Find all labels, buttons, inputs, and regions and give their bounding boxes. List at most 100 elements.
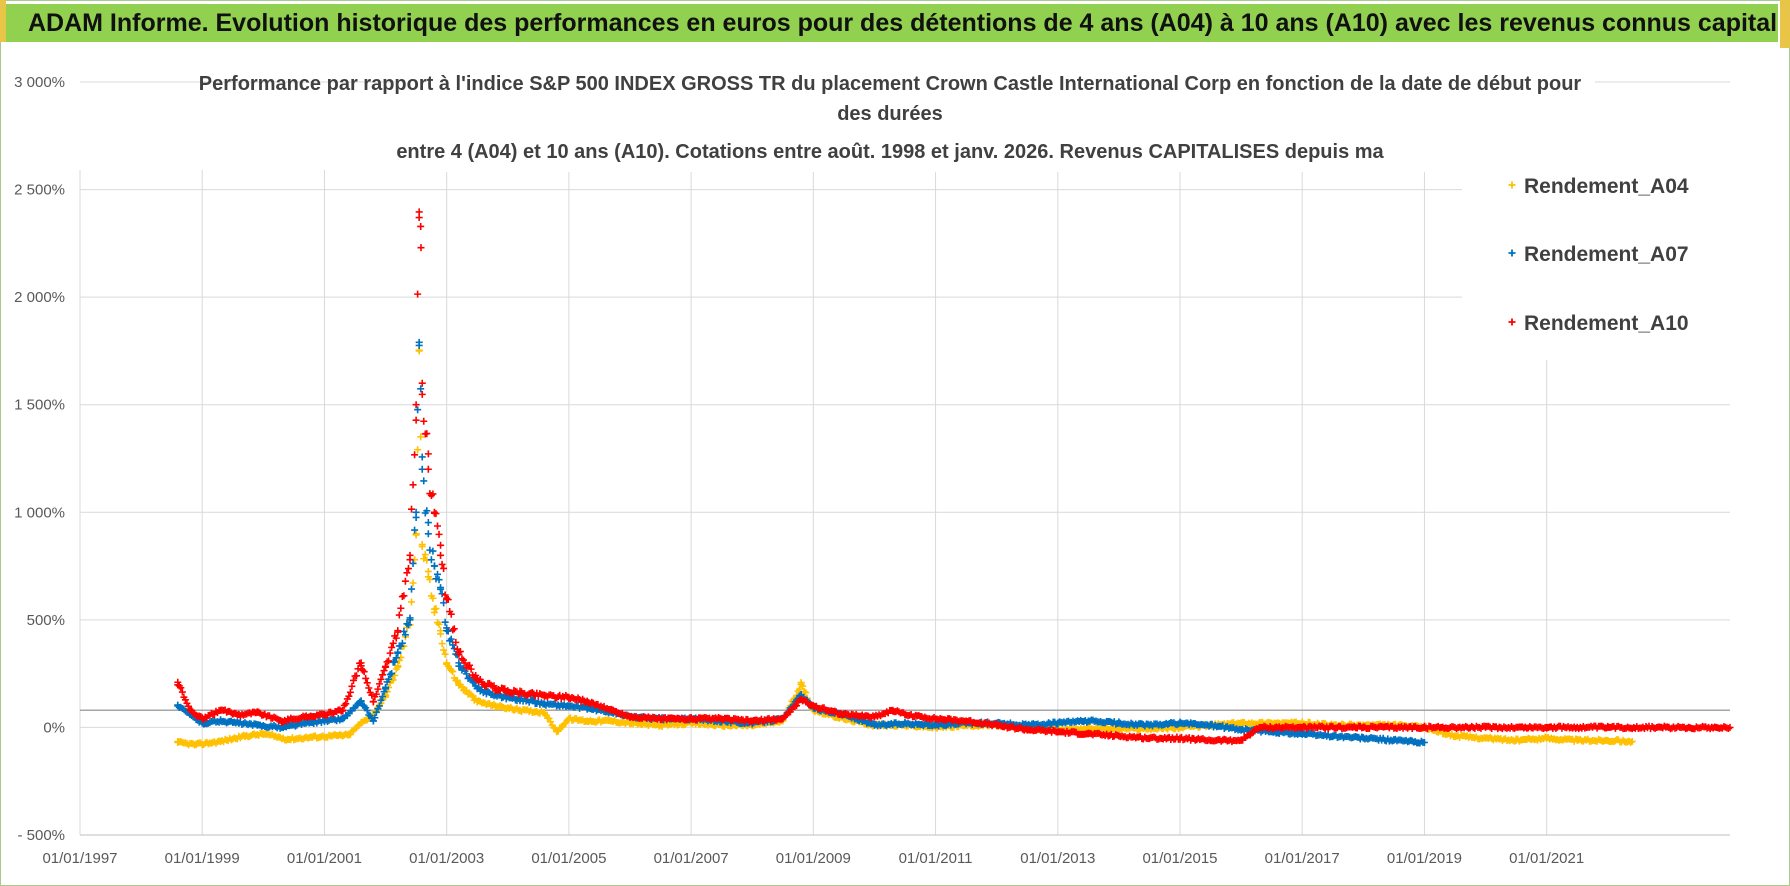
- data-point: [320, 711, 328, 719]
- data-point: [382, 663, 390, 671]
- data-point: [444, 596, 452, 604]
- data-point: [1604, 723, 1612, 731]
- data-point: [472, 671, 480, 679]
- x-tick-label: 01/01/1997: [42, 850, 117, 867]
- data-point: [217, 737, 225, 745]
- data-point: [360, 668, 368, 676]
- data-point: [438, 640, 446, 648]
- data-point: [455, 659, 463, 667]
- data-point: [365, 684, 373, 692]
- data-point: [434, 570, 441, 578]
- data-point: [447, 635, 455, 643]
- data-point: [553, 728, 561, 736]
- y-tick-label: - 500%: [17, 827, 65, 844]
- data-point: [547, 718, 555, 726]
- data-point: [1054, 719, 1062, 727]
- data-point: [473, 676, 481, 684]
- data-point: [400, 627, 408, 635]
- data-point: [441, 591, 449, 599]
- data-point: [418, 379, 426, 387]
- data-point: [217, 717, 225, 725]
- data-point: [1573, 736, 1581, 744]
- y-axis-ticks: - 500% 0% 500% 1 000% 1 500% 2 000% 2 500% 3 00…: [14, 74, 65, 844]
- data-point: [401, 577, 409, 585]
- data-point: [386, 671, 394, 679]
- x-tick-label: 01/01/2011: [899, 850, 973, 867]
- data-point: [327, 732, 335, 740]
- data-point: [516, 695, 524, 703]
- x-tick-label: 01/01/1999: [165, 850, 240, 867]
- data-point: [437, 584, 445, 592]
- data-point: [383, 658, 391, 666]
- chart-title-line: Performance par rapport à l'indice S&P 5…: [199, 73, 1582, 95]
- data-point: [870, 713, 878, 721]
- data-point: [1482, 723, 1490, 731]
- data-point: [441, 650, 449, 658]
- data-point: [357, 719, 365, 727]
- data-point: [1054, 728, 1062, 736]
- data-point: [409, 559, 417, 567]
- chart-title-line: des durées: [837, 103, 943, 125]
- y-tick-label: 2 000%: [14, 289, 65, 306]
- data-point: [540, 708, 548, 716]
- data-point: [412, 508, 420, 516]
- data-point: [418, 541, 426, 549]
- data-point: [443, 594, 451, 602]
- x-tick-label: 01/01/2003: [409, 850, 484, 867]
- data-point: [437, 551, 445, 559]
- corner-accent-left: [0, 0, 6, 42]
- data-point: [1628, 737, 1636, 745]
- data-point: [1451, 732, 1459, 740]
- data-point: [278, 717, 286, 725]
- data-point: [423, 430, 431, 438]
- data-point: [417, 433, 425, 441]
- data-point: [440, 564, 448, 572]
- data-point: [901, 711, 909, 719]
- data-point: [452, 638, 460, 646]
- data-point: [802, 689, 810, 697]
- x-tick-label: 01/01/2005: [531, 850, 606, 867]
- data-point: [1512, 736, 1520, 744]
- data-point: [435, 620, 443, 628]
- data-point: [430, 605, 438, 613]
- data-point: [424, 530, 432, 538]
- data-point: [435, 530, 443, 538]
- data-point: [259, 730, 267, 738]
- x-tick-label: 01/01/2015: [1142, 850, 1217, 867]
- chart-legend: Rendement_A04 Rendement_A07 Rendement_A10: [1508, 175, 1689, 335]
- data-point: [398, 639, 406, 647]
- data-point: [565, 702, 573, 710]
- data-point: [492, 685, 500, 693]
- data-point: [375, 702, 383, 710]
- data-point: [437, 627, 445, 635]
- data-point: [375, 680, 383, 688]
- data-point: [540, 691, 548, 699]
- data-point: [443, 627, 451, 635]
- data-point: [1482, 734, 1490, 742]
- data-point: [449, 626, 457, 634]
- data-point: [409, 579, 417, 587]
- data-point: [357, 698, 365, 706]
- data-point: [932, 715, 940, 723]
- data-point: [516, 706, 524, 714]
- data-point: [418, 390, 426, 398]
- data-point: [415, 214, 423, 222]
- data-point: [467, 665, 475, 673]
- data-point: [253, 721, 261, 729]
- series-Rendement_A10: [174, 208, 1734, 746]
- data-point: [253, 708, 261, 716]
- y-tick-label: 1 500%: [14, 397, 65, 414]
- data-point: [557, 723, 565, 731]
- data-point: [793, 702, 801, 710]
- data-point: [429, 594, 437, 602]
- data-point: [440, 599, 448, 607]
- data-point: [1237, 719, 1245, 727]
- data-point: [417, 222, 425, 230]
- data-point: [1420, 723, 1428, 731]
- data-point: [565, 715, 573, 723]
- data-point: [411, 451, 419, 459]
- data-point: [401, 631, 409, 639]
- data-point: [1084, 730, 1092, 738]
- series-Rendement_A07: [174, 338, 1428, 747]
- data-point: [379, 693, 386, 701]
